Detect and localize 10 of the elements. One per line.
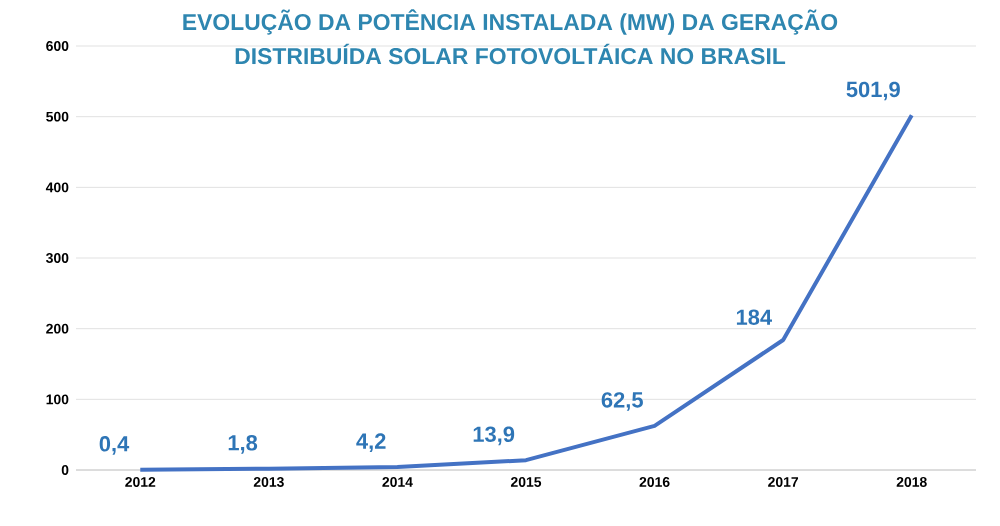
data-label: 4,2 xyxy=(356,433,386,453)
data-label: 1,8 xyxy=(228,435,258,454)
data-label: 13,9 xyxy=(473,426,515,446)
chart-title: EVOLUÇÃO DA POTÊNCIA INSTALADA (MW) DA GERAÇÃO xyxy=(183,9,838,35)
line-series xyxy=(138,113,914,472)
data-label: 62,5 xyxy=(601,392,643,411)
data-label: 0,4 xyxy=(99,436,130,455)
chart-subtitle: DISTRIBUÍDA SOLAR FOTOVOLTÁICA NO BRASIL xyxy=(235,43,786,65)
data-label: 501,9 xyxy=(846,81,900,101)
data-label: 184 xyxy=(736,309,772,325)
